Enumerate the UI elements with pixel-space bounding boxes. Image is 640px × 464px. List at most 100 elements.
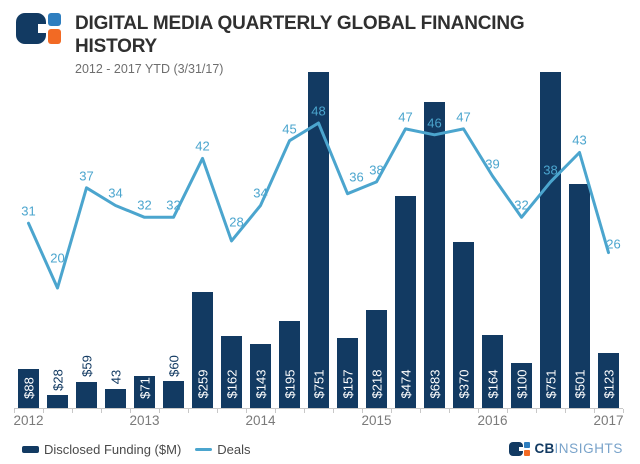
axis-tick (275, 409, 276, 413)
year-label: 2012 (13, 413, 44, 428)
legend: Disclosed Funding ($M) Deals (22, 442, 251, 457)
axis-tick (623, 409, 624, 413)
year-label: 2016 (477, 413, 508, 428)
funding-bar-label: $71 (137, 376, 152, 399)
deals-point-label: 47 (456, 109, 471, 125)
funding-bar-label: $28 (50, 369, 65, 391)
axis-tick (43, 409, 44, 413)
funding-bar (279, 320, 300, 408)
legend-funding-item: Disclosed Funding ($M) (22, 442, 181, 457)
brand-logo-icon (508, 441, 531, 456)
legend-deals-item: Deals (195, 442, 251, 457)
funding-bar-label: $195 (282, 369, 297, 399)
funding-bar-label: $123 (601, 369, 616, 399)
deals-point-label: 48 (311, 103, 326, 119)
brand-logo-orange-square (523, 449, 530, 456)
deals-point-label: 28 (229, 214, 244, 230)
funding-bar-label: $88 (21, 376, 36, 399)
axis-tick (217, 409, 218, 413)
deals-point-label: 34 (108, 185, 123, 201)
funding-bar (337, 337, 358, 408)
deals-point-label: 38 (543, 162, 558, 178)
funding-bar (163, 381, 184, 408)
axis-tick (478, 409, 479, 413)
axis-tick (72, 409, 73, 413)
funding-bar (18, 368, 39, 408)
axis-tick (420, 409, 421, 413)
funding-bar (76, 381, 97, 408)
logo-orange-square (48, 29, 61, 44)
axis-tick (188, 409, 189, 413)
deals-point-label: 32 (514, 197, 529, 213)
funding-bar (47, 395, 68, 408)
axis-tick (101, 409, 102, 413)
deals-point-label: 39 (485, 156, 500, 172)
funding-bar-label: $143 (253, 369, 268, 399)
deals-point-label: 34 (253, 185, 268, 201)
page-title-line1: DIGITAL MEDIA QUARTERLY GLOBAL FINANCING (75, 13, 525, 34)
legend-funding-label: Disclosed Funding ($M) (44, 442, 182, 457)
funding-bar (511, 363, 532, 408)
funding-bar-label: $259 (195, 369, 210, 399)
axis-tick (159, 409, 160, 413)
deals-point-label: 37 (79, 168, 94, 184)
funding-bar-label: $751 (543, 369, 558, 399)
logo-blue-square (48, 13, 61, 26)
funding-bar (250, 344, 271, 408)
year-label: 2014 (245, 413, 276, 428)
legend-deals-label: Deals (217, 442, 251, 457)
axis-tick (565, 409, 566, 413)
axis-tick (391, 409, 392, 413)
funding-bar (424, 102, 445, 408)
axis-tick (362, 409, 363, 413)
funding-bar-label: $100 (514, 369, 529, 399)
funding-bar-label: $218 (369, 369, 384, 399)
x-axis-line (14, 408, 623, 409)
axis-tick (130, 409, 131, 413)
funding-bar-label: $683 (427, 369, 442, 399)
deals-point-label: 26 (606, 236, 621, 252)
deals-point-label: 42 (195, 138, 210, 154)
deals-point-label: 45 (282, 121, 297, 137)
funding-bar (308, 72, 329, 408)
page-title-line2: HISTORY (75, 36, 158, 57)
funding-bar-label: $59 (79, 355, 94, 377)
deals-point-label: 32 (166, 197, 181, 213)
funding-bar (105, 388, 126, 408)
funding-bar-label: $474 (398, 369, 413, 399)
axis-tick (333, 409, 334, 413)
funding-bar (221, 335, 242, 408)
brand-cb-text: CB (534, 441, 555, 456)
axis-tick (507, 409, 508, 413)
brand-logo-c-shape (508, 441, 523, 456)
legend-funding-swatch (22, 446, 39, 453)
funding-bar-label: $164 (485, 369, 500, 399)
funding-bar (540, 72, 561, 408)
funding-bar (482, 334, 503, 408)
deals-point-label: 31 (21, 203, 36, 219)
deals-point-label: 20 (50, 250, 65, 266)
funding-bar-label: $370 (456, 369, 471, 399)
deals-point-label: 47 (398, 109, 413, 125)
cbinsights-logo (16, 13, 78, 44)
funding-bar (366, 310, 387, 408)
deals-point-label: 32 (137, 197, 152, 213)
axis-tick (449, 409, 450, 413)
cbinsights-brand: CB INSIGHTS (508, 441, 623, 456)
funding-bar-label: $162 (224, 369, 239, 399)
year-label: 2013 (129, 413, 160, 428)
axis-tick (14, 409, 15, 413)
logo-notch (38, 24, 46, 33)
page-subtitle: 2012 - 2017 YTD (3/31/17) (75, 62, 224, 76)
axis-tick (246, 409, 247, 413)
year-label: 2015 (361, 413, 392, 428)
funding-bar-label: 43 (108, 369, 123, 385)
brand-logo-blue-square (523, 441, 530, 448)
axis-tick (594, 409, 595, 413)
axis-tick (536, 409, 537, 413)
funding-bar-label: $157 (340, 369, 355, 399)
brand-insights-text: INSIGHTS (554, 441, 623, 456)
year-label: 2017 (593, 413, 624, 428)
